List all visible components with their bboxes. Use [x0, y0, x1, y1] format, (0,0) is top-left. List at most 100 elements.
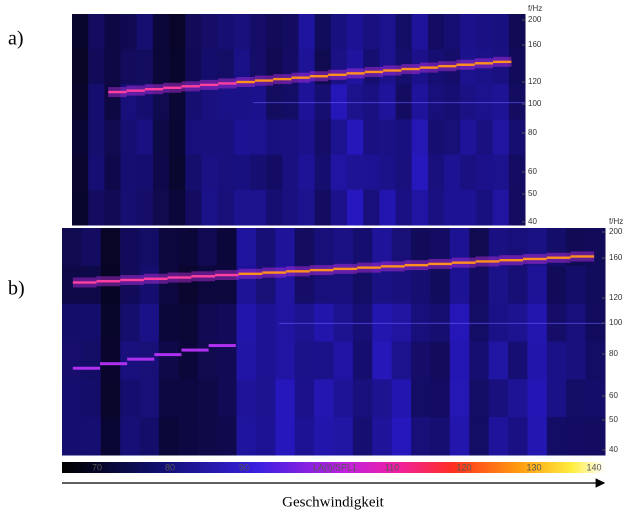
texture	[527, 265, 548, 305]
texture	[62, 341, 82, 380]
texture	[152, 119, 170, 156]
texture	[104, 49, 122, 85]
texture	[233, 14, 251, 50]
tone-line	[218, 82, 237, 85]
texture	[585, 379, 606, 418]
tick-label: 50	[528, 189, 537, 198]
texture	[294, 417, 315, 456]
texture	[449, 303, 470, 342]
texture	[391, 417, 412, 456]
texture	[492, 49, 510, 85]
texture	[430, 379, 451, 418]
texture	[217, 119, 235, 156]
texture	[492, 154, 510, 191]
texture	[152, 154, 170, 191]
texture	[100, 417, 121, 456]
texture	[585, 265, 606, 305]
texture	[508, 14, 526, 50]
texture	[62, 228, 82, 267]
texture	[72, 14, 89, 50]
texture	[585, 417, 606, 456]
texture	[120, 119, 138, 156]
texture	[411, 303, 431, 342]
texture	[411, 14, 429, 50]
texture	[391, 265, 412, 305]
texture	[444, 119, 461, 156]
texture	[430, 417, 451, 456]
texture	[158, 341, 179, 380]
texture	[178, 417, 199, 456]
texture	[169, 189, 186, 226]
texture	[527, 303, 548, 342]
texture	[469, 341, 490, 380]
texture	[372, 303, 393, 342]
texture	[152, 189, 170, 226]
texture	[282, 189, 299, 226]
texture	[379, 189, 397, 226]
tone-line	[181, 85, 200, 88]
texture	[347, 119, 364, 156]
texture	[217, 379, 238, 418]
texture	[217, 303, 238, 342]
texture	[298, 189, 316, 226]
colorbar-label: 120	[456, 462, 471, 472]
texture	[100, 228, 121, 267]
texture	[527, 417, 548, 456]
texture	[201, 154, 219, 191]
texture	[62, 265, 82, 305]
tone-line	[120, 278, 144, 282]
texture	[508, 228, 528, 267]
tone-line	[451, 261, 476, 264]
tick-label: 40	[609, 445, 618, 454]
harmonic	[100, 362, 128, 366]
texture	[104, 154, 122, 191]
axis-title: f/Hz	[609, 217, 623, 226]
texture	[372, 379, 393, 418]
tick-label: 120	[528, 77, 542, 86]
texture	[185, 14, 202, 50]
texture	[72, 189, 89, 226]
tone-line	[474, 62, 494, 65]
texture	[508, 189, 526, 226]
texture	[81, 265, 102, 305]
texture	[266, 49, 283, 85]
texture	[527, 228, 548, 267]
texture	[178, 341, 199, 380]
tone-line	[419, 66, 439, 69]
tick-label: 120	[609, 293, 623, 302]
texture	[72, 49, 89, 85]
texture	[197, 303, 218, 342]
texture	[427, 14, 445, 50]
texture	[391, 228, 412, 267]
texture	[81, 303, 102, 342]
texture	[139, 303, 160, 342]
harmonic	[72, 366, 101, 370]
texture	[476, 119, 494, 156]
tone-line	[262, 271, 287, 274]
texture	[294, 265, 315, 305]
tone-line	[238, 272, 263, 276]
tick-label: 200	[528, 15, 542, 24]
tone-line	[383, 69, 402, 72]
texture	[333, 379, 354, 418]
texture	[266, 119, 283, 156]
tone-line	[191, 275, 216, 278]
texture	[152, 14, 170, 50]
texture	[236, 265, 257, 305]
harmonic	[181, 348, 209, 352]
tone-line	[401, 67, 420, 71]
tone-line	[546, 256, 571, 259]
texture	[460, 119, 477, 156]
texture	[347, 189, 364, 226]
texture	[120, 341, 141, 380]
texture	[169, 49, 186, 85]
texture	[476, 154, 494, 191]
texture	[236, 303, 257, 342]
texture	[266, 14, 283, 50]
texture	[488, 341, 509, 380]
texture	[347, 14, 364, 50]
texture	[411, 417, 431, 456]
tick-label: 60	[528, 167, 537, 176]
